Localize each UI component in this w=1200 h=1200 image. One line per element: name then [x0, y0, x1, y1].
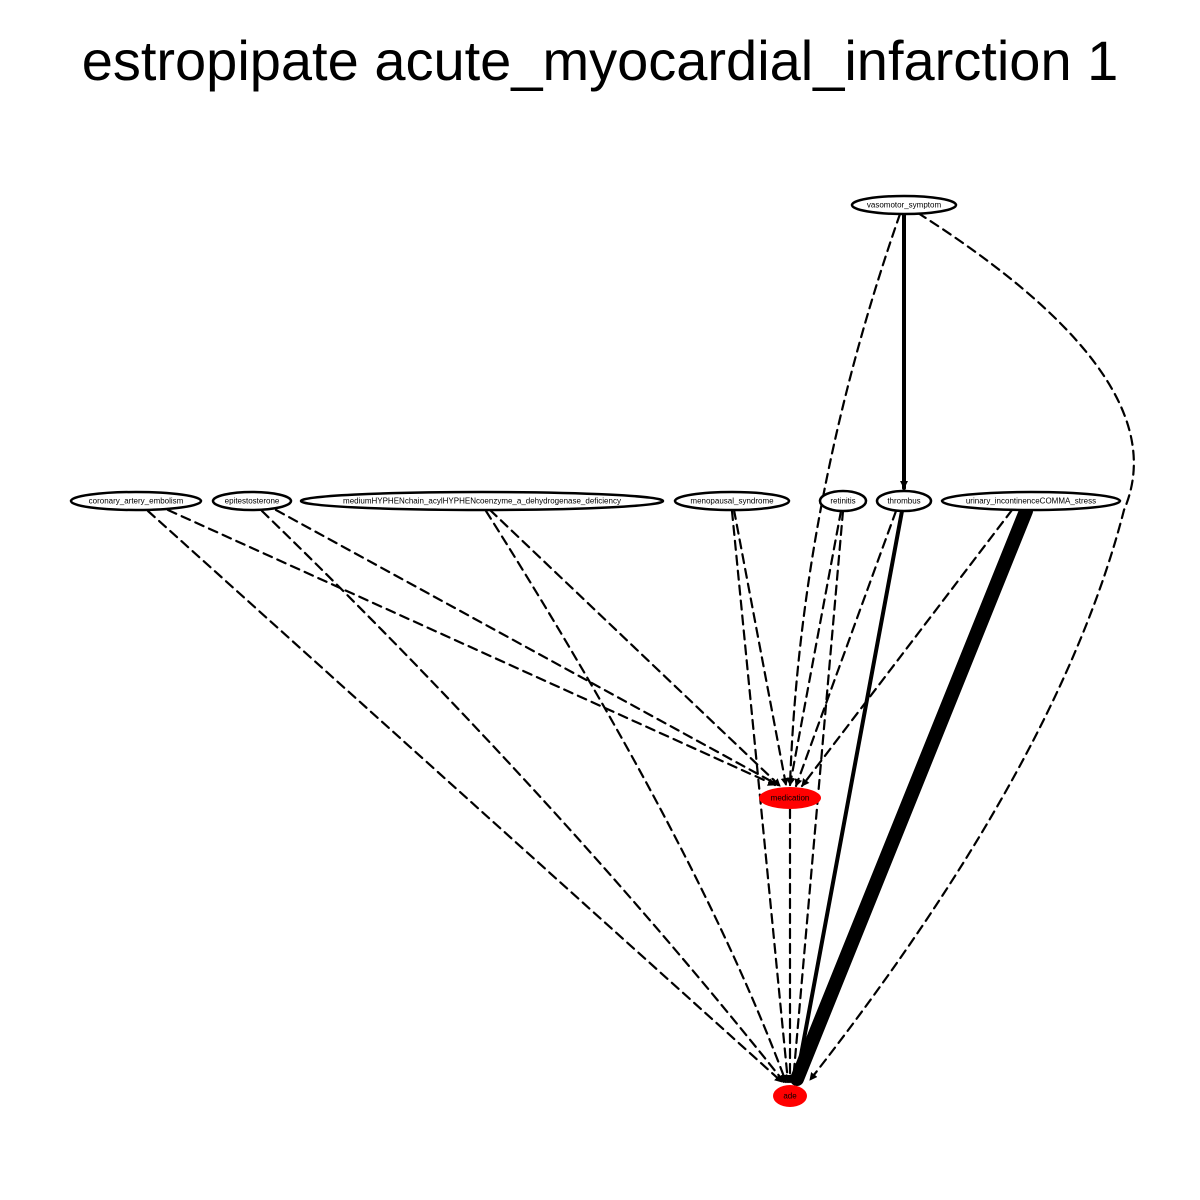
node-shape: [69, 490, 203, 512]
node-label: epitestosterone: [225, 497, 280, 506]
nodes-layer: vasomotor_symptom coronary_artery_embolis…: [69, 194, 1122, 1107]
edge-coronary_artery_embolism-to-medication: [166, 508, 777, 787]
edge-thrombus-to-ade: [793, 509, 904, 1084]
edge-epitestosterone-to-ade: [260, 509, 786, 1084]
node-epitestosterone: epitestosterone: [211, 490, 293, 512]
edge-epitestosterone-to-medication: [274, 508, 780, 787]
node-shape: [940, 490, 1122, 512]
edge-vasomotor_symptom-to-ade: [808, 211, 1135, 1082]
edge-vasomotor_symptom-to-medication: [786, 212, 902, 787]
edge-urinary_incontinence-to-ade: [790, 504, 1033, 1086]
node-label: menopausal_syndrome: [690, 497, 774, 506]
node-medication: medication: [759, 787, 821, 809]
node-shape: [773, 1085, 807, 1107]
node-shape: [850, 194, 958, 216]
node-menopausal-syndrome: menopausal_syndrome: [673, 490, 791, 512]
node-shape: [875, 489, 933, 513]
node-thrombus: thrombus: [875, 489, 933, 513]
node-label: medication: [771, 794, 810, 803]
edge-mcad-to-ade: [484, 509, 788, 1084]
edge-thrombus-to-medication: [794, 509, 898, 788]
node-label: vasomotor_symptom: [867, 201, 942, 210]
node-urinary-incontinence: urinary_incontinenceCOMMA_stress: [940, 490, 1122, 512]
edge-coronary_artery_embolism-to-ade: [146, 509, 784, 1084]
graph-title: estropipate acute_myocardial_infarction …: [81, 29, 1119, 92]
node-shape: [673, 490, 791, 512]
node-ade: ade: [773, 1085, 807, 1107]
node-shape: [211, 490, 293, 512]
edge-mcad-to-medication: [488, 508, 782, 788]
node-shape: [299, 490, 665, 512]
node-mcad: mediumHYPHENchain_acylHYPHENcoenzyme_a_d…: [299, 490, 665, 512]
node-label: urinary_incontinenceCOMMA_stress: [966, 497, 1096, 506]
edge-menopausal_syndrome-to-medication: [732, 508, 789, 787]
node-coronary-artery-embolism: coronary_artery_embolism: [69, 490, 203, 512]
node-retinitis: retinitis: [818, 489, 868, 513]
edge-retinitis-to-medication: [787, 509, 843, 787]
node-label: coronary_artery_embolism: [89, 497, 184, 506]
edge-urinary_incontinence-to-medication: [800, 508, 1014, 788]
edges-layer: [146, 211, 1135, 1086]
node-vasomotor-symptom: vasomotor_symptom: [850, 194, 958, 216]
node-label: retinitis: [830, 497, 855, 506]
node-shape: [759, 787, 821, 809]
node-label: ade: [783, 1092, 797, 1101]
node-shape: [818, 489, 868, 513]
node-label: thrombus: [887, 497, 920, 506]
node-label: mediumHYPHENchain_acylHYPHENcoenzyme_a_d…: [343, 497, 621, 506]
